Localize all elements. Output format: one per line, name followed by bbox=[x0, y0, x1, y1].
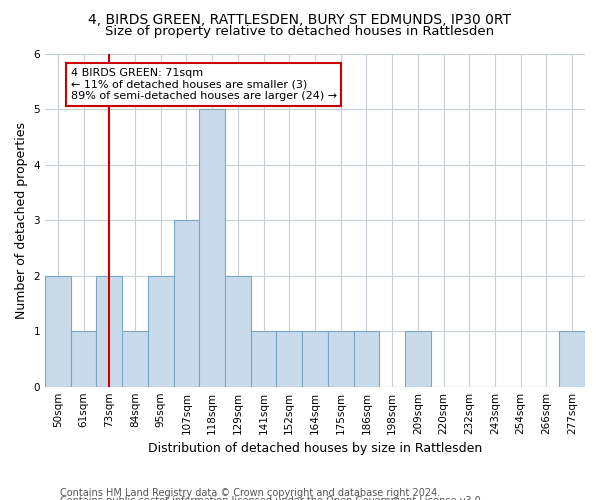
Text: Size of property relative to detached houses in Rattlesden: Size of property relative to detached ho… bbox=[106, 25, 494, 38]
Bar bbox=[71, 331, 97, 386]
Bar bbox=[302, 331, 328, 386]
Text: 4 BIRDS GREEN: 71sqm
← 11% of detached houses are smaller (3)
89% of semi-detach: 4 BIRDS GREEN: 71sqm ← 11% of detached h… bbox=[71, 68, 337, 101]
Text: Contains public sector information licensed under the Open Government Licence v3: Contains public sector information licen… bbox=[60, 496, 484, 500]
Bar bbox=[251, 331, 277, 386]
Bar bbox=[45, 276, 71, 386]
Bar bbox=[225, 276, 251, 386]
Text: Contains HM Land Registry data © Crown copyright and database right 2024.: Contains HM Land Registry data © Crown c… bbox=[60, 488, 440, 498]
Bar bbox=[199, 110, 225, 386]
Bar bbox=[405, 331, 431, 386]
Bar bbox=[559, 331, 585, 386]
Bar bbox=[148, 276, 173, 386]
Bar bbox=[173, 220, 199, 386]
Bar bbox=[97, 276, 122, 386]
Bar bbox=[353, 331, 379, 386]
Bar bbox=[328, 331, 353, 386]
X-axis label: Distribution of detached houses by size in Rattlesden: Distribution of detached houses by size … bbox=[148, 442, 482, 455]
Y-axis label: Number of detached properties: Number of detached properties bbox=[15, 122, 28, 319]
Bar bbox=[122, 331, 148, 386]
Text: 4, BIRDS GREEN, RATTLESDEN, BURY ST EDMUNDS, IP30 0RT: 4, BIRDS GREEN, RATTLESDEN, BURY ST EDMU… bbox=[89, 12, 511, 26]
Bar bbox=[277, 331, 302, 386]
